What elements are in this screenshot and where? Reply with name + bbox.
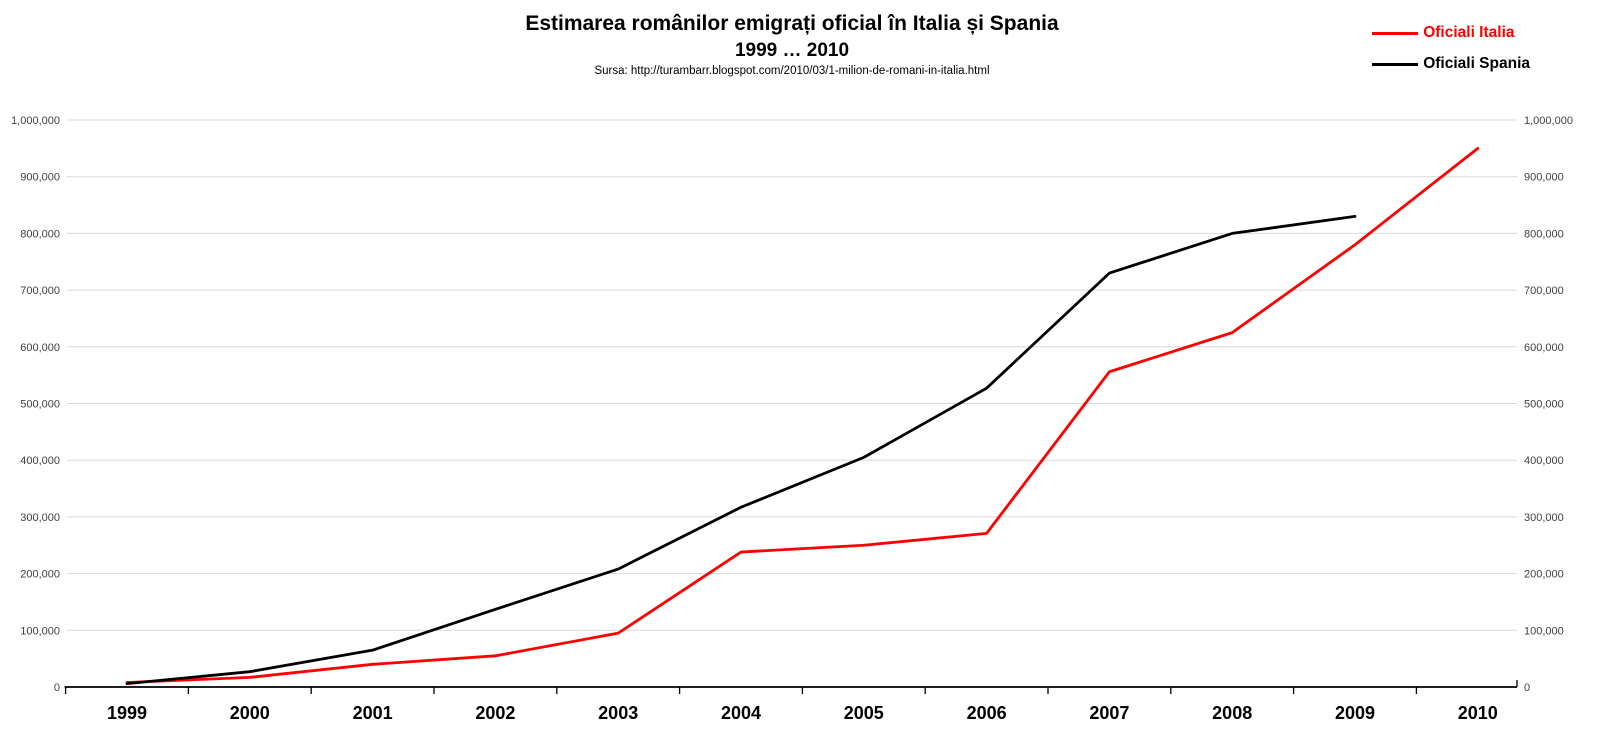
x-axis-year-label: 2009 xyxy=(1335,703,1375,723)
x-axis-year-label: 2002 xyxy=(475,703,515,723)
y-axis-left-label: 600,000 xyxy=(20,342,60,354)
x-axis-year-label: 2008 xyxy=(1212,703,1252,723)
y-axis-right-label: 900,000 xyxy=(1524,172,1564,184)
y-axis-left-label: 1,000,000 xyxy=(11,115,60,127)
x-axis-year-label: 1999 xyxy=(107,703,147,723)
y-axis-left-label: 0 xyxy=(54,682,60,694)
y-axis-left-label: 900,000 xyxy=(20,172,60,184)
y-axis-left-label: 400,000 xyxy=(20,455,60,467)
x-axis-year-label: 2001 xyxy=(353,703,393,723)
y-axis-right-label: 200,000 xyxy=(1524,569,1564,581)
legend-item-italia: Oficiali Italia xyxy=(1372,24,1515,42)
y-axis-left-label: 100,000 xyxy=(20,625,60,637)
y-axis-right-label: 0 xyxy=(1524,682,1530,694)
legend: Oficiali Italia Oficiali Spania xyxy=(1372,24,1530,73)
y-axis-right-label: 100,000 xyxy=(1524,625,1564,637)
y-axis-left-label: 700,000 xyxy=(20,285,60,297)
y-axis-left-label: 800,000 xyxy=(20,228,60,240)
series-line-italia xyxy=(125,146,1480,684)
series-line-spania xyxy=(125,214,1357,685)
x-axis-year-label: 2007 xyxy=(1089,703,1129,723)
y-axis-right-label: 600,000 xyxy=(1524,342,1564,354)
x-axis-year-label: 2003 xyxy=(598,703,638,723)
x-axis-year-label: 2005 xyxy=(844,703,884,723)
y-axis-right-label: 500,000 xyxy=(1524,399,1564,411)
legend-label-italia: Oficiali Italia xyxy=(1423,24,1515,41)
y-axis-right-label: 300,000 xyxy=(1524,512,1564,524)
y-axis-right-label: 700,000 xyxy=(1524,285,1564,297)
x-axis-year-label: 2006 xyxy=(967,703,1007,723)
y-axis-right-label: 800,000 xyxy=(1524,228,1564,240)
legend-line-spania-icon xyxy=(1372,62,1419,66)
y-axis-left-label: 200,000 xyxy=(20,569,60,581)
x-axis-year-label: 2010 xyxy=(1458,703,1498,723)
x-axis-year-label: 2004 xyxy=(721,703,761,723)
x-axis-year-label: 2000 xyxy=(230,703,270,723)
legend-line-italia-icon xyxy=(1372,31,1419,35)
y-axis-right-label: 1,000,000 xyxy=(1524,115,1573,127)
y-axis-left-label: 500,000 xyxy=(20,399,60,411)
y-axis-left-label: 300,000 xyxy=(20,512,60,524)
y-axis-right-label: 400,000 xyxy=(1524,455,1564,467)
legend-item-spania: Oficiali Spania xyxy=(1372,55,1530,73)
legend-label-spania: Oficiali Spania xyxy=(1423,55,1530,72)
